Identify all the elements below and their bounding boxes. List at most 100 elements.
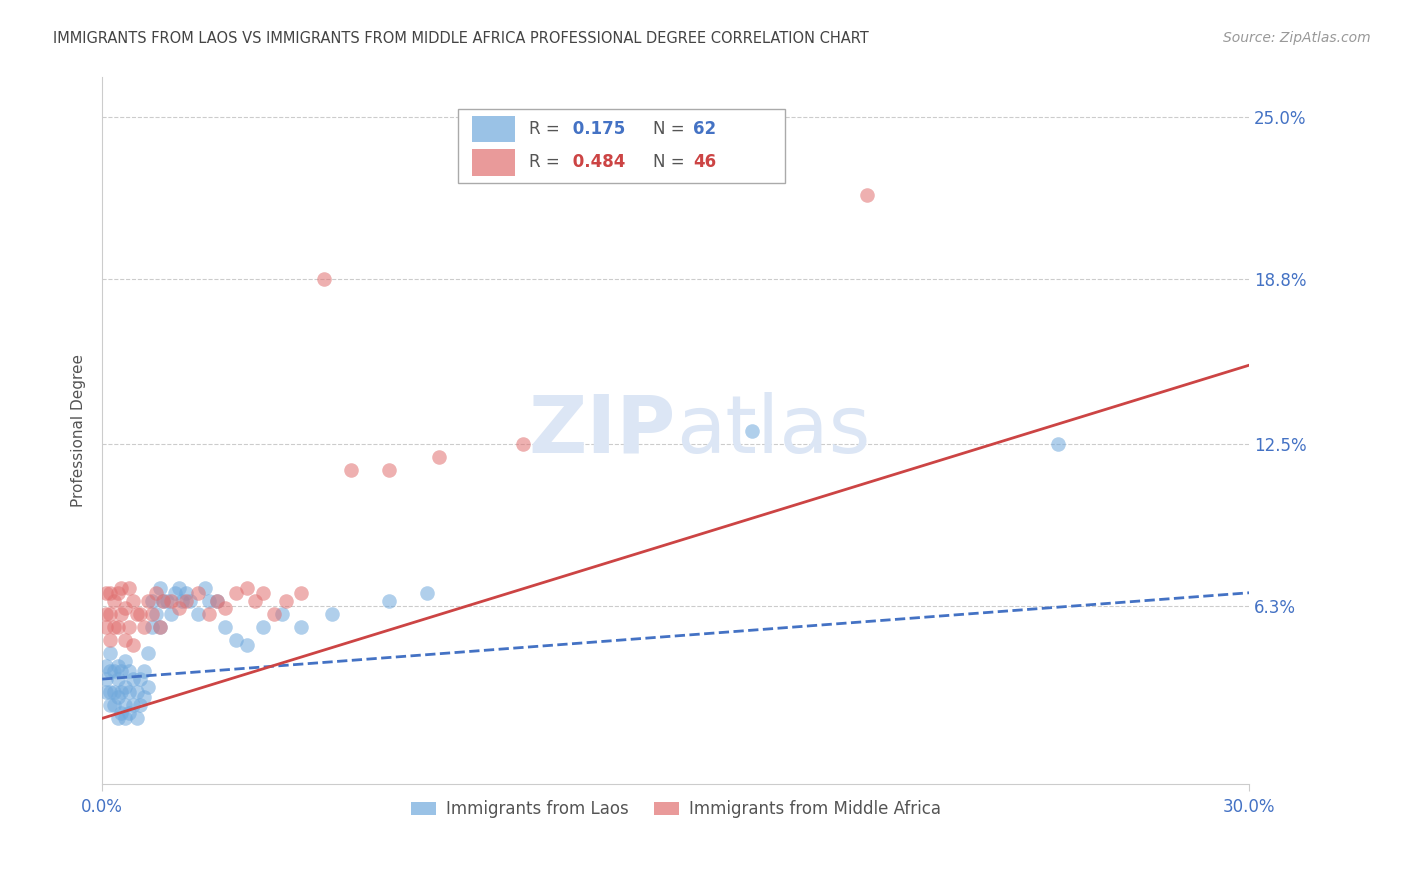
- Point: [98, 698, 121, 713]
- Point: [136, 680, 159, 694]
- Point: [236, 581, 259, 595]
- Text: 0.484: 0.484: [567, 153, 626, 171]
- Text: atlas: atlas: [676, 392, 870, 469]
- Point: [98, 632, 121, 647]
- Point: [214, 601, 236, 615]
- Point: [136, 593, 159, 607]
- Point: [129, 698, 152, 713]
- Point: [121, 698, 143, 713]
- Point: [121, 672, 143, 686]
- Point: [118, 685, 141, 699]
- Point: [107, 672, 129, 686]
- Point: [148, 620, 170, 634]
- Point: [321, 607, 343, 621]
- Point: [121, 593, 143, 607]
- Point: [141, 607, 163, 621]
- Point: [103, 620, 125, 634]
- Point: [187, 607, 209, 621]
- Point: [94, 620, 117, 634]
- Text: 62: 62: [693, 120, 716, 138]
- FancyBboxPatch shape: [458, 109, 785, 184]
- Point: [134, 690, 156, 705]
- Point: [378, 593, 401, 607]
- Text: 46: 46: [693, 153, 716, 171]
- Point: [94, 586, 117, 600]
- Text: N =: N =: [652, 120, 689, 138]
- Bar: [471, 116, 515, 143]
- Point: [110, 607, 132, 621]
- Text: IMMIGRANTS FROM LAOS VS IMMIGRANTS FROM MIDDLE AFRICA PROFESSIONAL DEGREE CORREL: IMMIGRANTS FROM LAOS VS IMMIGRANTS FROM …: [53, 31, 869, 46]
- Point: [167, 581, 190, 595]
- Point: [427, 450, 450, 464]
- Text: N =: N =: [652, 153, 689, 171]
- Point: [103, 593, 125, 607]
- Y-axis label: Professional Degree: Professional Degree: [72, 354, 86, 507]
- Point: [339, 463, 361, 477]
- Point: [121, 638, 143, 652]
- Point: [290, 586, 312, 600]
- Point: [156, 593, 179, 607]
- Point: [114, 698, 136, 713]
- Point: [145, 586, 167, 600]
- Point: [252, 586, 274, 600]
- Point: [176, 586, 198, 600]
- Point: [270, 607, 292, 621]
- Point: [118, 706, 141, 720]
- Point: [148, 581, 170, 595]
- Point: [103, 665, 125, 679]
- Point: [114, 601, 136, 615]
- Point: [107, 659, 129, 673]
- Point: [263, 607, 285, 621]
- Point: [198, 593, 221, 607]
- Point: [274, 593, 297, 607]
- Point: [160, 607, 183, 621]
- Point: [110, 665, 132, 679]
- Point: [163, 586, 186, 600]
- Point: [98, 685, 121, 699]
- Point: [118, 665, 141, 679]
- Point: [141, 593, 163, 607]
- Point: [194, 581, 217, 595]
- Point: [172, 593, 194, 607]
- Point: [145, 607, 167, 621]
- Point: [205, 593, 228, 607]
- Point: [98, 646, 121, 660]
- Point: [107, 690, 129, 705]
- Point: [107, 620, 129, 634]
- Point: [152, 593, 174, 607]
- Point: [94, 672, 117, 686]
- Point: [312, 272, 335, 286]
- Legend: Immigrants from Laos, Immigrants from Middle Africa: Immigrants from Laos, Immigrants from Mi…: [404, 794, 948, 825]
- Point: [94, 685, 117, 699]
- Point: [141, 620, 163, 634]
- Point: [378, 463, 401, 477]
- Point: [225, 632, 247, 647]
- Point: [136, 646, 159, 660]
- Point: [205, 593, 228, 607]
- Point: [225, 586, 247, 600]
- Point: [252, 620, 274, 634]
- Point: [148, 620, 170, 634]
- Point: [134, 665, 156, 679]
- Point: [118, 620, 141, 634]
- Point: [1046, 436, 1069, 450]
- Point: [98, 607, 121, 621]
- Point: [94, 659, 117, 673]
- Point: [107, 586, 129, 600]
- Point: [198, 607, 221, 621]
- Point: [98, 665, 121, 679]
- Point: [243, 593, 266, 607]
- Point: [114, 632, 136, 647]
- Point: [129, 672, 152, 686]
- Point: [94, 607, 117, 621]
- Point: [125, 711, 148, 725]
- Point: [160, 593, 183, 607]
- Point: [290, 620, 312, 634]
- Point: [512, 436, 534, 450]
- Point: [107, 711, 129, 725]
- Point: [118, 581, 141, 595]
- Point: [152, 593, 174, 607]
- Text: R =: R =: [529, 153, 565, 171]
- Text: Source: ZipAtlas.com: Source: ZipAtlas.com: [1223, 31, 1371, 45]
- Point: [114, 654, 136, 668]
